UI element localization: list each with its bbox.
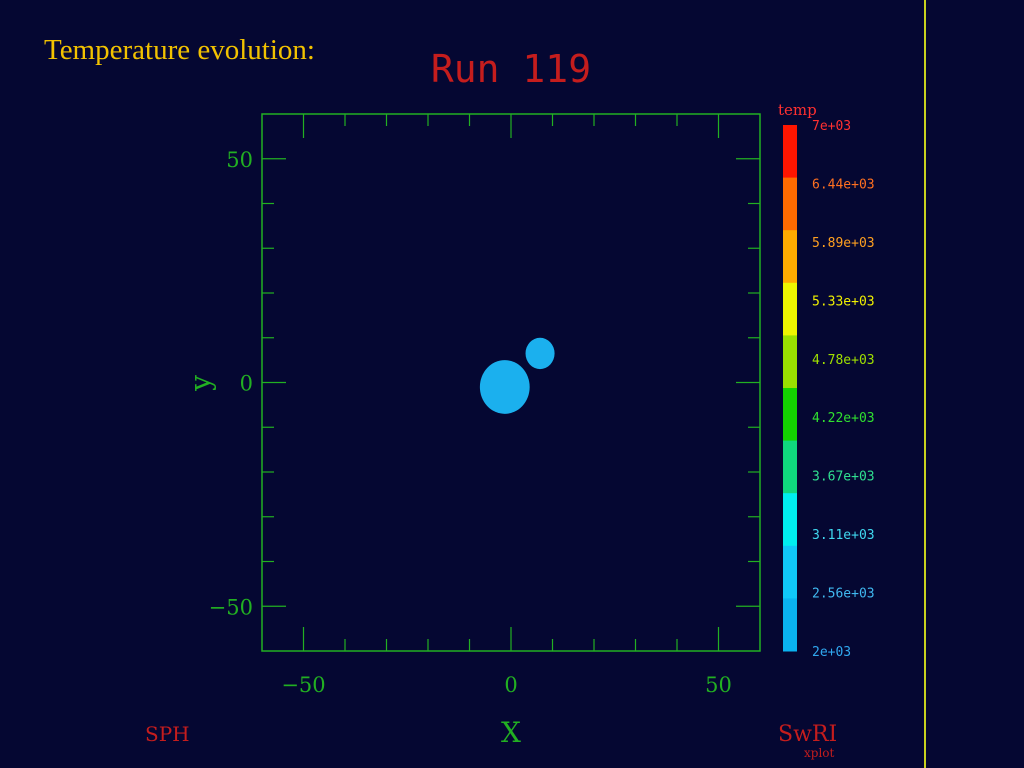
footer-left-label: SPH	[145, 722, 190, 746]
colorbar-segment	[783, 335, 797, 389]
colorbar-label: 6.44e+03	[812, 177, 875, 192]
x-axis-label: X	[501, 716, 521, 749]
colorbar-label: 7e+03	[812, 119, 851, 134]
y-tick-label: 0	[240, 372, 253, 396]
colorbar-segment	[783, 598, 797, 652]
colorbar-segment	[783, 230, 797, 284]
axis-ticks	[262, 114, 760, 651]
colorbar-label: 5.89e+03	[812, 236, 875, 251]
y-axis-label: y	[184, 375, 217, 392]
data-points	[479, 337, 555, 414]
colorbar-segment	[783, 177, 797, 231]
particle-blob	[479, 360, 530, 414]
y-tick-label: 50	[226, 148, 253, 172]
colorbar-segment	[783, 282, 797, 336]
particle-blob	[525, 337, 555, 370]
vertical-divider	[924, 0, 926, 768]
colorbar-label: 5.33e+03	[812, 294, 875, 309]
colorbar-segment	[783, 388, 797, 442]
colorbar-label: 4.78e+03	[812, 353, 875, 368]
colorbar-label: 2.56e+03	[812, 587, 875, 602]
colorbar-segment	[783, 125, 797, 179]
y-tick-label: −50	[209, 595, 253, 619]
footer-right-sublabel: xplot	[804, 746, 835, 760]
x-tick-label: −50	[281, 673, 325, 697]
colorbar-segment	[783, 440, 797, 494]
colorbar-label: 3.67e+03	[812, 470, 875, 485]
colorbar-label: 2e+03	[812, 645, 851, 660]
run-title: Run 119	[431, 47, 591, 91]
colorbar-segment	[783, 545, 797, 599]
slide-title: Temperature evolution:	[44, 34, 315, 66]
x-tick-label: 50	[705, 673, 732, 697]
x-tick-label: 0	[504, 673, 517, 697]
footer-right-label: SwRI	[778, 722, 837, 747]
colorbar-title: temp	[778, 101, 817, 119]
colorbar-segment	[783, 493, 797, 547]
colorbar-label: 3.11e+03	[812, 528, 875, 543]
colorbar: 7e+03 6.44e+03 5.89e+03 5.33e+03 4.78e+03 4.2…	[783, 119, 875, 660]
colorbar-label: 4.22e+03	[812, 411, 875, 426]
tick-labels: −50 0 50 −50 0 50	[209, 148, 732, 697]
